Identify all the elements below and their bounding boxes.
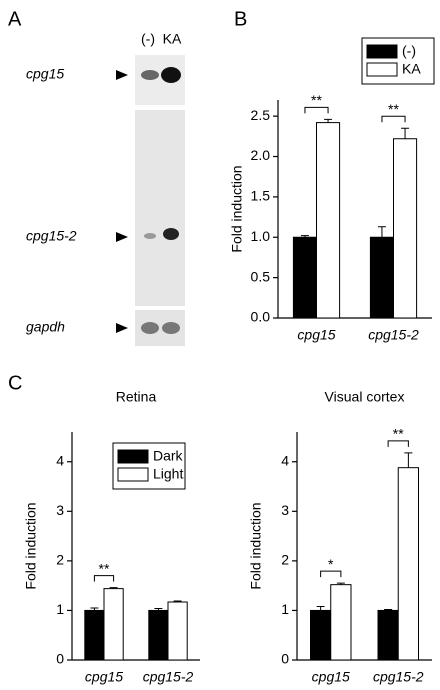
blot-image <box>135 55 185 346</box>
bar <box>393 138 418 319</box>
significance-bracket <box>387 440 409 447</box>
y-axis-label: Fold induction <box>23 502 39 589</box>
y-tick-label: 3 <box>281 502 289 518</box>
x-tick-label: cpg15-2 <box>368 327 419 343</box>
bar <box>377 609 399 661</box>
x-tick-label: cpg15-2 <box>373 669 424 685</box>
y-tick-label: 2.5 <box>251 107 271 123</box>
gene-label: gapdh <box>26 319 65 335</box>
y-tick-label: 2 <box>56 552 64 568</box>
error-bar <box>401 127 410 139</box>
significance-bracket <box>320 570 342 578</box>
gene-label: cpg15 <box>26 66 64 82</box>
legend-swatch <box>117 467 149 482</box>
x-tick-label: cpg15 <box>85 669 123 685</box>
significance-bracket <box>93 575 115 582</box>
error-bar <box>324 118 333 123</box>
y-tick-label: 4 <box>56 452 64 468</box>
bar <box>292 236 317 319</box>
y-tick-label: 2 <box>281 552 289 568</box>
y-axis-label: Fold induction <box>229 165 245 252</box>
x-tick-label: cpg15-2 <box>143 669 194 685</box>
error-bar <box>316 605 325 611</box>
legend-label: Light <box>153 466 183 482</box>
y-tick-label: 1 <box>281 601 289 617</box>
error-bar <box>109 587 118 589</box>
error-bar <box>404 452 413 468</box>
significance-label: ** <box>99 560 110 576</box>
lane-label: KA <box>163 31 182 47</box>
arrow <box>116 70 128 333</box>
gene-label: cpg15-2 <box>26 228 77 244</box>
y-tick-label: 4 <box>281 452 289 468</box>
significance-label: ** <box>311 92 322 108</box>
y-tick-label: 3 <box>56 502 64 518</box>
y-tick-label: 0 <box>56 651 64 667</box>
error-bar <box>384 608 393 611</box>
panel-label: A <box>8 8 22 30</box>
bar <box>148 609 169 661</box>
y-tick-label: 0 <box>281 651 289 667</box>
y-tick-label: 2.0 <box>251 147 271 163</box>
legend-label: Dark <box>153 448 184 464</box>
legend-swatch <box>117 449 149 464</box>
legend-swatch <box>366 44 398 59</box>
chart-title: Visual cortex <box>325 389 405 405</box>
bar <box>167 601 188 661</box>
error-bar <box>377 226 386 238</box>
error-bar <box>300 235 309 238</box>
y-tick-label: 1.0 <box>251 228 271 244</box>
legend-swatch <box>366 62 398 77</box>
significance-bracket <box>381 115 406 123</box>
y-axis-label: Fold induction <box>248 502 264 589</box>
bar <box>330 584 352 661</box>
error-bar <box>173 600 182 603</box>
bar <box>316 122 341 319</box>
y-tick-label: 0.5 <box>251 268 271 284</box>
bar <box>369 236 394 319</box>
legend-label: (-) <box>402 43 416 59</box>
bar <box>310 609 332 661</box>
error-bar <box>154 607 163 611</box>
x-tick-label: cpg15 <box>312 669 350 685</box>
bar <box>103 588 124 661</box>
panel-label: B <box>234 8 247 30</box>
chart-title: Retina <box>116 389 157 405</box>
legend-label: KA <box>402 61 421 77</box>
error-bar <box>90 607 99 611</box>
bar <box>84 609 105 661</box>
error-bar <box>336 582 345 585</box>
bar <box>397 467 419 661</box>
significance-label: ** <box>393 426 404 442</box>
significance-bracket <box>304 106 329 114</box>
y-tick-label: 1.5 <box>251 188 271 204</box>
y-tick-label: 1 <box>56 601 64 617</box>
significance-label: ** <box>388 101 399 117</box>
significance-label: * <box>328 556 334 572</box>
lane-label: (-) <box>141 31 155 47</box>
y-tick-label: 0.0 <box>251 309 271 325</box>
x-tick-label: cpg15 <box>297 327 335 343</box>
panel-label: C <box>8 372 22 394</box>
